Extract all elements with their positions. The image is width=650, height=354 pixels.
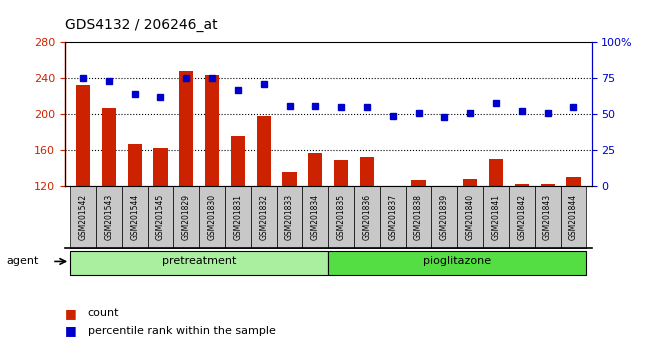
FancyBboxPatch shape [70,251,328,275]
Text: GSM201833: GSM201833 [285,194,294,240]
Text: GSM201543: GSM201543 [105,194,113,240]
Text: percentile rank within the sample: percentile rank within the sample [88,326,276,336]
Text: GSM201840: GSM201840 [465,194,474,240]
Bar [153,148,168,186]
Text: GSM201838: GSM201838 [414,194,423,240]
FancyBboxPatch shape [458,186,483,248]
Text: GSM201830: GSM201830 [207,194,216,240]
FancyBboxPatch shape [509,186,535,248]
Text: GSM201842: GSM201842 [517,194,526,240]
Bar [463,179,477,186]
FancyBboxPatch shape [328,251,586,275]
FancyBboxPatch shape [225,186,251,248]
FancyBboxPatch shape [432,186,458,248]
Bar [231,136,245,186]
Bar [257,116,271,186]
Bar [489,159,503,186]
Text: GSM201829: GSM201829 [182,194,191,240]
FancyBboxPatch shape [302,186,328,248]
Text: GSM201841: GSM201841 [491,194,500,240]
Bar [283,172,296,186]
Text: GSM201831: GSM201831 [233,194,242,240]
Text: GSM201542: GSM201542 [79,194,88,240]
Text: GSM201544: GSM201544 [130,194,139,240]
Bar [334,160,348,186]
Bar [205,75,219,186]
Text: GSM201545: GSM201545 [156,194,165,240]
Text: GSM201844: GSM201844 [569,194,578,240]
Bar [179,71,194,186]
Text: agent: agent [6,256,39,267]
Text: GDS4132 / 206246_at: GDS4132 / 206246_at [65,18,218,32]
Bar [127,144,142,186]
Text: GSM201835: GSM201835 [337,194,346,240]
FancyBboxPatch shape [354,186,380,248]
Text: GSM201836: GSM201836 [363,194,371,240]
Text: GSM201843: GSM201843 [543,194,552,240]
Text: count: count [88,308,119,318]
FancyBboxPatch shape [483,186,509,248]
Text: GSM201837: GSM201837 [388,194,397,240]
Bar [76,85,90,186]
FancyBboxPatch shape [535,186,560,248]
FancyBboxPatch shape [406,186,432,248]
FancyBboxPatch shape [122,186,148,248]
Text: ■: ■ [65,307,77,320]
FancyBboxPatch shape [70,186,96,248]
FancyBboxPatch shape [328,186,354,248]
FancyBboxPatch shape [251,186,277,248]
Text: pioglitazone: pioglitazone [423,256,491,267]
FancyBboxPatch shape [96,186,122,248]
Bar [541,184,554,186]
FancyBboxPatch shape [380,186,406,248]
Text: GSM201832: GSM201832 [259,194,268,240]
Bar [360,156,374,186]
Bar [566,177,580,186]
Text: ■: ■ [65,325,77,337]
Text: GSM201834: GSM201834 [311,194,320,240]
FancyBboxPatch shape [560,186,586,248]
FancyBboxPatch shape [174,186,199,248]
Bar [308,153,322,186]
FancyBboxPatch shape [277,186,302,248]
Text: GSM201839: GSM201839 [440,194,449,240]
FancyBboxPatch shape [199,186,225,248]
FancyBboxPatch shape [148,186,174,248]
Bar [515,184,529,186]
Bar [102,108,116,186]
Text: pretreatment: pretreatment [162,256,237,267]
Bar [411,180,426,186]
